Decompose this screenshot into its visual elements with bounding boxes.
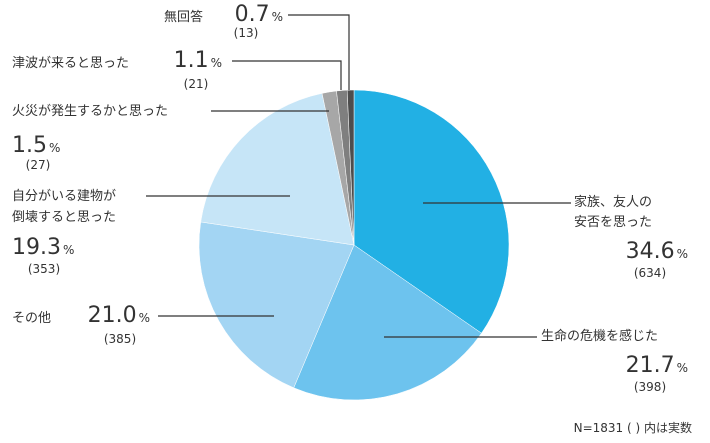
slice-count-label: (27) <box>26 158 51 172</box>
slice-label: 安否を思った <box>574 215 652 230</box>
slice-label: 無回答 <box>164 9 203 25</box>
slice-count-label: (353) <box>28 262 60 276</box>
pie-slice <box>293 244 482 401</box>
slice-label: 倒壊すると思った <box>12 210 116 225</box>
leader-line <box>288 14 350 90</box>
pie-slice <box>198 221 355 389</box>
pie-slices <box>198 89 510 401</box>
leader-line <box>232 60 342 90</box>
slice-label: 家族、友人の <box>574 194 652 210</box>
pie-slice <box>346 89 355 246</box>
slice-count-label: (21) <box>184 77 209 91</box>
slice-percent-label: 21.0% <box>88 303 150 328</box>
slice-label: 火災が発生するかと思った <box>12 104 168 119</box>
footnote: N=1831 ( ) 内は実数 <box>574 420 692 435</box>
slice-percent-label: 1.1% <box>174 48 222 73</box>
pie-slice <box>200 93 355 246</box>
pie-slice <box>353 89 510 334</box>
slice-label: その他 <box>12 311 51 326</box>
slice-percent-label: 0.7% <box>235 2 283 27</box>
leader-lines <box>146 14 571 338</box>
slice-label: 生命の危機を感じた <box>541 328 658 344</box>
slice-percent-label: 19.3% <box>12 235 74 260</box>
slice-label: 津波が来ると思った <box>12 56 129 71</box>
slice-count-label: (385) <box>104 332 136 346</box>
slice-count-label: (398) <box>634 380 666 394</box>
slice-label: 自分がいる建物が <box>12 189 116 204</box>
slice-percent-label: 34.6% <box>626 239 688 264</box>
slice-percent-label: 21.7% <box>626 353 688 378</box>
slice-count-label: (13) <box>234 26 259 40</box>
slice-percent-label: 1.5% <box>12 133 60 158</box>
slice-count-label: (634) <box>634 266 666 280</box>
